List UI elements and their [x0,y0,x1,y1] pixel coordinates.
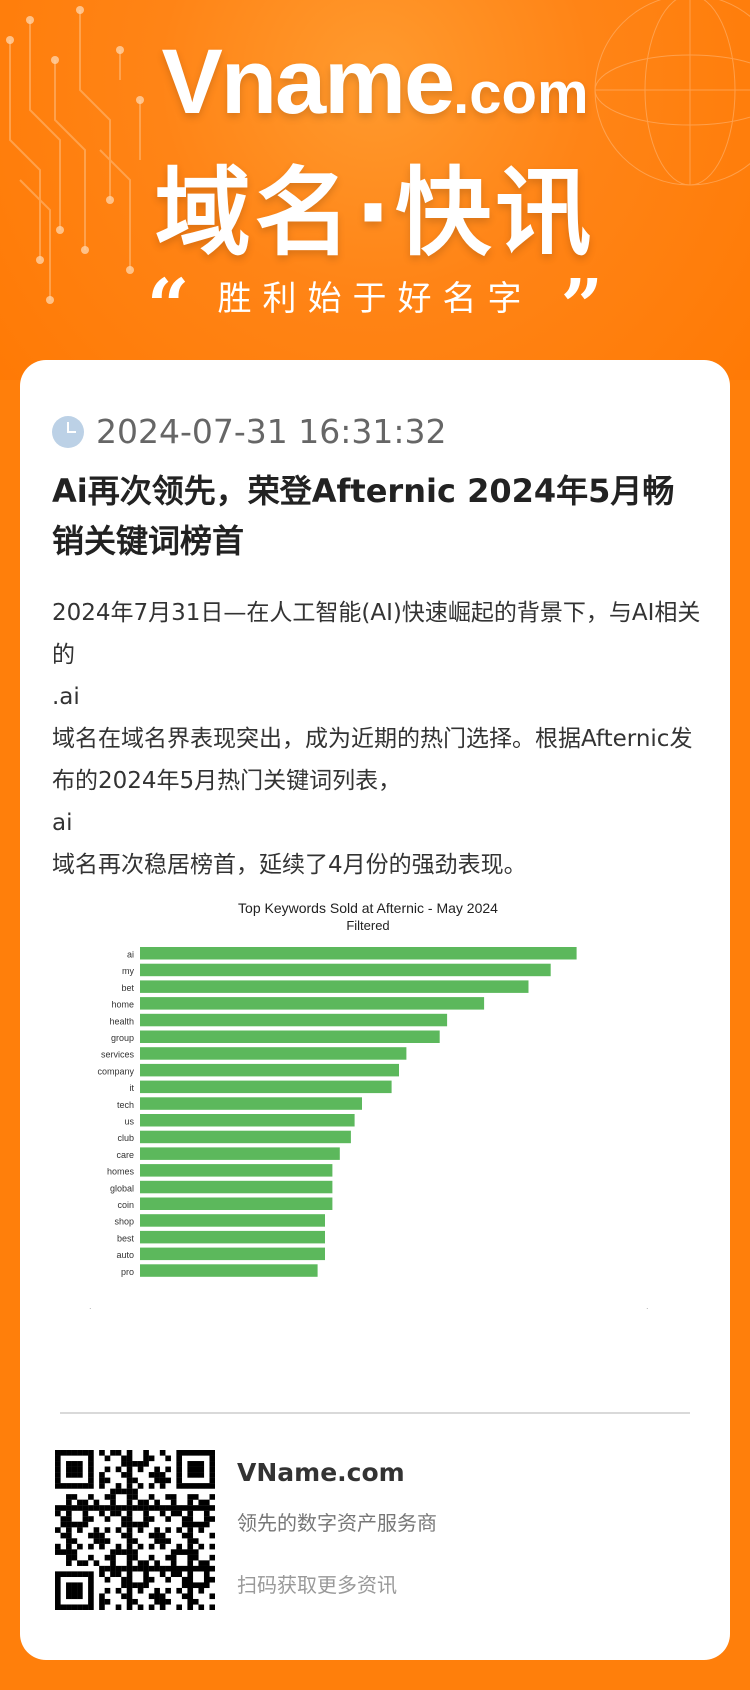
circuit-decoration [6,0,750,304]
chart-bar-group [140,1030,440,1043]
footer-site-name[interactable]: VName.com [237,1458,405,1487]
slogan: 胜利始于好名字 [217,278,533,319]
chart-category-label: health [109,1016,134,1026]
chart-category-label: best [117,1233,135,1243]
article-paragraph: 2024年7月31日—在人工智能(AI)快速崛起的背景下，与AI相关的 [52,600,701,668]
chart-category-label: group [111,1033,134,1043]
chart-bar-it [140,1080,392,1094]
chart-bar-tech [140,1097,362,1110]
chart-category-label: pro [121,1267,134,1277]
chart-bar-my [140,963,551,977]
article-paragraph: 域名在域名界表现突出，成为近期的热门选择。根据Afternic发布的2024年5… [52,726,693,794]
chart-bar-shop [140,1214,325,1227]
chart-bar-global [140,1180,333,1194]
chart-title: Top Keywords Sold at Afternic - May 2024 [238,900,498,916]
chart-category-label: tech [117,1100,134,1110]
chart-bar-services [140,1047,407,1060]
chart-category-label: homes [107,1167,135,1177]
article-card: 2024-07-31 16:31:32 Ai再次领先，荣登Afternic 20… [20,360,730,1660]
footer-divider [60,1412,690,1414]
chart-bar-company [140,1063,399,1077]
chart-category-label: home [111,1000,134,1010]
chart-bar-coin [140,1197,333,1210]
chart-bar-homes [140,1164,333,1177]
chart-category-label: it [130,1083,135,1093]
open-quote-icon: “ [146,270,190,320]
article-body: 2024年7月31日—在人工智能(AI)快速崛起的背景下，与AI相关的 .ai … [52,592,702,886]
chart-bar-auto [140,1247,325,1261]
brand-logo: Vname.com [0,30,750,135]
chart-category-label: my [122,966,134,976]
header-banner: Vname.com 域名·快讯 “ 胜利始于好名字 ” [0,0,750,380]
chart-category-label: care [116,1150,134,1160]
logo-suffix: .com [453,61,589,126]
chart-bar-best [140,1230,325,1244]
article-meta: 2024-07-31 16:31:32 [52,412,446,451]
clock-icon [52,415,84,448]
article-paragraph: ai [52,810,73,836]
keyword-bar-chart: Top Keywords Sold at Afternic - May 2024… [89,900,649,1311]
chart-category-label: company [97,1066,134,1076]
chart-corner-dot: . [89,1302,92,1311]
chart-bar-bet [140,980,529,993]
chart-category-label: bet [121,983,134,993]
chart-bar-ai [140,947,577,960]
footer-scan-hint: 扫码获取更多资讯 [237,1573,397,1597]
chart-bar-us [140,1114,355,1127]
footer-tagline: 领先的数字资产服务商 [237,1511,437,1535]
chart-bar-health [140,1013,448,1027]
chart-category-label: shop [114,1217,134,1227]
chart-category-label: coin [117,1200,134,1210]
article-title: Ai再次领先，荣登Afternic 2024年5月畅销关键词榜首 [52,472,675,560]
chart-corner-dot: . [646,1302,649,1311]
chart-category-label: us [124,1117,134,1127]
article-paragraph: 域名再次稳居榜首，延续了4月份的强劲表现。 [52,852,527,878]
chart-category-label: ai [127,950,134,960]
chart-category-label: services [101,1050,135,1060]
banner-title: 域名·快讯 [154,157,596,269]
article-paragraph: .ai [52,684,80,710]
qr-code[interactable] [55,1450,215,1610]
logo-main: Vname [161,31,455,133]
close-quote-icon: ” [560,270,604,320]
chart-bar-club [140,1130,351,1144]
chart-bar-care [140,1147,340,1160]
chart-bar-pro [140,1264,318,1277]
chart-category-label: club [117,1133,134,1143]
chart-category-label: global [110,1183,134,1193]
chart-subtitle: Filtered [346,918,389,933]
slogan-row: “ 胜利始于好名字 ” [0,265,750,325]
chart-category-label: auto [116,1250,134,1260]
chart-bar-home [140,997,485,1010]
article-datetime: 2024-07-31 16:31:32 [96,412,447,451]
